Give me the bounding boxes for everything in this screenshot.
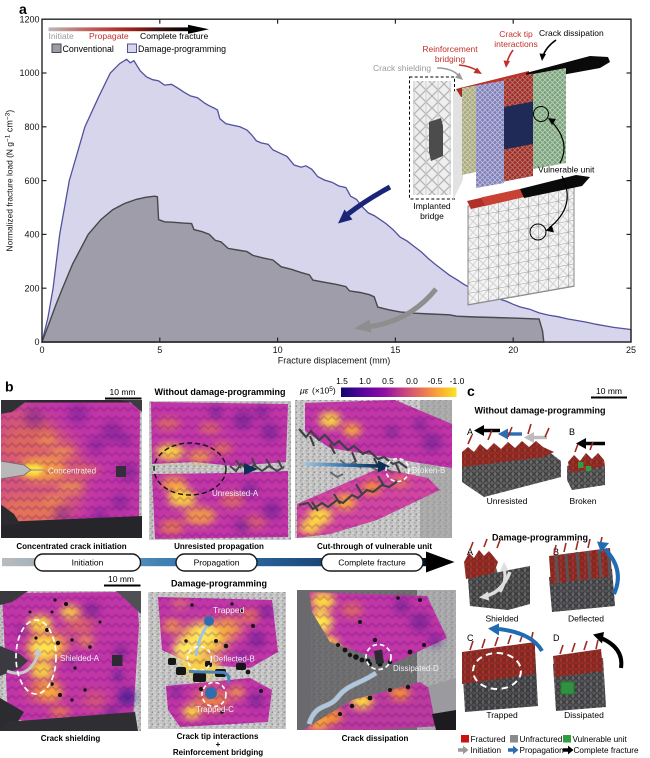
svg-text:Conventional: Conventional [63, 44, 114, 54]
svg-text:0.0: 0.0 [406, 376, 418, 386]
svg-text:Unresisted propagation: Unresisted propagation [174, 542, 264, 551]
svg-text:(×105): (×105) [312, 386, 336, 396]
svg-text:20: 20 [508, 345, 518, 355]
svg-text:Crack shielding: Crack shielding [41, 734, 101, 743]
svg-text:10 mm: 10 mm [108, 574, 134, 584]
svg-text:Complete fracture: Complete fracture [574, 746, 640, 755]
svg-text:Fractured: Fractured [471, 735, 506, 744]
svg-text:10: 10 [273, 345, 283, 355]
svg-text:Trapped: Trapped [486, 710, 518, 720]
svg-text:400: 400 [24, 230, 39, 240]
svg-text:B: B [553, 547, 559, 557]
svg-text:Broken: Broken [570, 496, 597, 506]
svg-text:C: C [467, 633, 474, 643]
svg-text:D: D [553, 633, 560, 643]
svg-text:c: c [467, 383, 475, 399]
svg-text:Concentrated: Concentrated [48, 467, 96, 476]
svg-text:Damage-programming: Damage-programming [492, 533, 588, 543]
svg-text:Propagation: Propagation [520, 746, 565, 755]
svg-text:0: 0 [34, 337, 39, 347]
svg-text:+: + [216, 740, 221, 749]
svg-text:Without damage-programming: Without damage-programming [155, 387, 286, 397]
svg-text:25: 25 [626, 345, 636, 355]
svg-text:0.5: 0.5 [382, 376, 394, 386]
svg-text:Crack dissipation: Crack dissipation [539, 28, 604, 38]
svg-text:Dissipated-D: Dissipated-D [393, 664, 439, 673]
svg-text:bridging: bridging [435, 54, 466, 64]
svg-text:1.0: 1.0 [359, 376, 371, 386]
svg-text:Broken-B: Broken-B [412, 466, 445, 475]
svg-text:Damage-programming: Damage-programming [171, 579, 267, 589]
svg-text:Crack shielding: Crack shielding [373, 63, 431, 73]
svg-text:B: B [569, 427, 575, 437]
svg-text:1000: 1000 [19, 68, 39, 78]
svg-text:Deflected: Deflected [568, 614, 604, 624]
svg-text:Implanted: Implanted [413, 201, 451, 211]
svg-text:Propagation: Propagation [194, 558, 240, 568]
svg-text:b: b [5, 379, 14, 395]
svg-text:Propagate: Propagate [89, 31, 129, 41]
svg-text:Trapped-C: Trapped-C [196, 705, 234, 714]
svg-text:bridge: bridge [420, 211, 444, 221]
svg-text:800: 800 [24, 122, 39, 132]
svg-text:600: 600 [24, 176, 39, 186]
svg-text:1.5: 1.5 [336, 376, 348, 386]
svg-text:A: A [467, 547, 473, 557]
svg-text:Initiation: Initiation [471, 746, 502, 755]
svg-text:Crack dissipation: Crack dissipation [342, 734, 409, 743]
svg-text:15: 15 [390, 345, 400, 355]
svg-text:Initiation: Initiation [72, 558, 104, 568]
svg-text:Reinforcement bridging: Reinforcement bridging [173, 748, 263, 757]
svg-text:Crack tip: Crack tip [499, 29, 533, 39]
svg-text:Unresisted-A: Unresisted-A [212, 489, 259, 498]
svg-text:Trapped: Trapped [213, 605, 245, 615]
svg-text:με: με [299, 386, 309, 396]
svg-text:1200: 1200 [19, 14, 39, 24]
svg-text:200: 200 [24, 283, 39, 293]
svg-text:Shielded-A: Shielded-A [60, 654, 100, 663]
svg-text:10 mm: 10 mm [110, 387, 136, 397]
svg-text:5: 5 [157, 345, 162, 355]
svg-text:Damage-programming: Damage-programming [138, 44, 226, 54]
svg-text:Deflected-B: Deflected-B [213, 655, 255, 664]
svg-text:-0.5: -0.5 [428, 376, 443, 386]
svg-text:Vulnerable unit: Vulnerable unit [538, 165, 595, 175]
svg-text:Complete fracture: Complete fracture [338, 558, 406, 568]
svg-text:Unfractured: Unfractured [520, 735, 563, 744]
svg-text:Dissipated: Dissipated [564, 710, 604, 720]
svg-text:Complete fracture: Complete fracture [140, 31, 209, 41]
svg-text:-1.0: -1.0 [450, 376, 465, 386]
svg-text:Vulnerable unit: Vulnerable unit [573, 735, 628, 744]
svg-text:a: a [19, 1, 27, 17]
svg-text:Fracture displacement (mm): Fracture displacement (mm) [278, 356, 391, 366]
svg-text:10 mm: 10 mm [596, 386, 622, 396]
svg-text:Reinforcement: Reinforcement [422, 44, 478, 54]
svg-text:Concentrated crack initiation: Concentrated crack initiation [16, 542, 126, 551]
svg-text:Crack tip interactions: Crack tip interactions [177, 732, 259, 741]
svg-text:Unresisted: Unresisted [487, 496, 528, 506]
svg-text:Shielded: Shielded [485, 614, 518, 624]
svg-text:Cut-through of vulnerable unit: Cut-through of vulnerable unit [317, 542, 432, 551]
svg-text:Without damage-programming: Without damage-programming [475, 406, 606, 416]
svg-text:Initiate: Initiate [49, 31, 75, 41]
svg-text:A: A [467, 427, 473, 437]
svg-text:Normalized fracture load (N g−: Normalized fracture load (N g−1 cm−3) [5, 110, 15, 252]
svg-text:interactions: interactions [494, 39, 537, 49]
svg-text:0: 0 [39, 345, 44, 355]
